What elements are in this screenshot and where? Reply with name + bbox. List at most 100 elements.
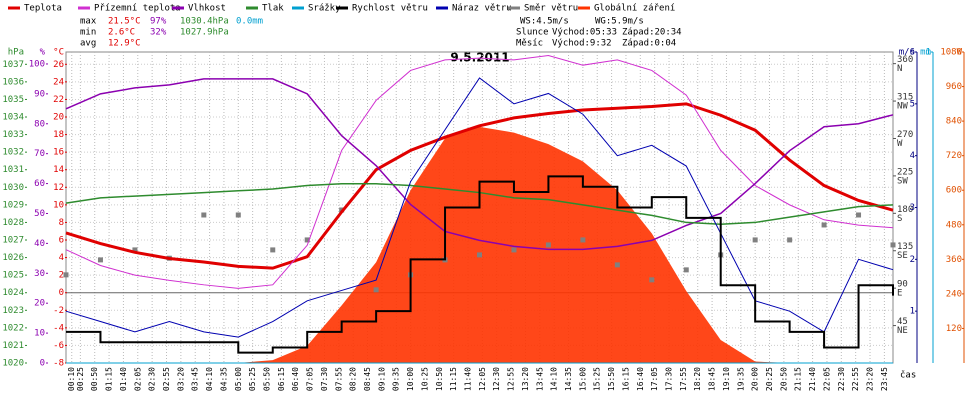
y-tick-label: 20 — [53, 113, 64, 123]
y-tick-label: 1036 — [2, 77, 24, 87]
wind-direction-point — [132, 247, 138, 253]
x-tick-label: 20:00 — [751, 367, 760, 391]
x-tick-label: 21:40 — [808, 367, 817, 391]
x-tick-label: 11:15 — [449, 367, 458, 391]
y-tick-label: 480 — [946, 220, 962, 230]
y-tick-label: 10 — [53, 200, 64, 210]
legend-label: Rychlost větru — [352, 4, 428, 14]
y-tick-label: 240 — [946, 289, 962, 299]
x-tick-label: 22:55 — [851, 367, 860, 391]
wind-direction-point — [477, 252, 482, 258]
y-tick-label: NW — [897, 102, 908, 112]
wind-direction-point — [821, 222, 827, 228]
y-tick-label: 18 — [53, 130, 64, 140]
y-tick-label: 1033 — [2, 130, 24, 140]
x-tick-label: 09:35 — [392, 367, 401, 391]
y-tick-label: 180 — [897, 205, 913, 215]
axis-unit: m/s — [899, 48, 915, 58]
stat: 21.5°C — [108, 17, 141, 27]
x-tick-label: 14:35 — [564, 367, 573, 391]
y-tick-label: 1032 — [2, 148, 24, 158]
y-tick-label: 14 — [53, 165, 64, 175]
x-tick-label: 00:25 — [76, 367, 85, 391]
stat: min — [80, 28, 96, 38]
radiation-area — [66, 126, 893, 364]
info: Východ:05:33 — [552, 28, 617, 38]
y-tick-label: 50 — [34, 209, 45, 219]
x-tick-label: 01:40 — [119, 367, 128, 391]
stat: 2.6°C — [108, 28, 135, 38]
y-tick-label: 1024 — [2, 288, 24, 298]
y-tick-label: -2 — [53, 306, 64, 316]
axis-unit: W — [957, 48, 963, 58]
y-tick-label: 1020 — [2, 359, 24, 369]
stat: 32% — [150, 28, 167, 38]
y-tick-label: SW — [897, 176, 908, 186]
y-tick-label: 225 — [897, 167, 913, 177]
info: Měsíc — [516, 39, 543, 49]
legend-label: Globální záření — [594, 4, 675, 14]
legend-label: Tlak — [262, 4, 284, 14]
y-tick-label: 90 — [34, 89, 45, 99]
axis-unit: °C — [53, 48, 64, 58]
wind-direction-point — [649, 277, 655, 283]
x-tick-label: 09:10 — [377, 367, 386, 391]
x-tick-label: 12:05 — [478, 367, 487, 391]
x-tick-label: 14:10 — [550, 367, 559, 391]
x-tick-label: 13:45 — [535, 367, 544, 391]
x-tick-label: 17:05 — [650, 367, 659, 391]
y-tick-label: 10 — [34, 329, 45, 339]
y-tick-label: -8 — [53, 359, 64, 369]
y-tick-label: W — [897, 139, 903, 149]
y-tick-label: 120 — [946, 324, 962, 334]
y-tick-label: 6 — [910, 48, 915, 58]
wind-direction-point — [373, 287, 379, 293]
wind-direction-point — [545, 242, 551, 248]
wind-direction-point — [890, 242, 896, 248]
y-tick-label: 600 — [946, 186, 962, 196]
y-tick-label: 4 — [910, 151, 915, 161]
x-tick-label: 15:00 — [578, 367, 587, 391]
y-tick-label: 1080 — [940, 48, 962, 58]
y-tick-label: 2 — [910, 255, 915, 265]
x-tick-label: 20:50 — [779, 367, 788, 391]
y-tick-label: 315 — [897, 93, 913, 103]
stat: 0.0mm — [236, 17, 263, 27]
stat: avg — [80, 39, 96, 49]
y-tick-label: 135 — [897, 242, 913, 252]
x-tick-label: 16:15 — [621, 367, 630, 391]
x-tick-label: 15:50 — [607, 367, 616, 391]
axis-unit: % — [40, 48, 46, 58]
y-tick-label: 70 — [34, 149, 45, 159]
y-tick-label: 1026 — [2, 253, 24, 263]
wind-direction-point — [270, 247, 276, 253]
y-tick-label: 1028 — [2, 218, 24, 228]
stat: 97% — [150, 17, 167, 27]
x-tick-label: 23:45 — [880, 367, 889, 391]
y-tick-label: 5 — [910, 99, 915, 109]
x-tick-label: 17:30 — [665, 367, 674, 391]
y-tick-label: 1023 — [2, 306, 24, 316]
y-tick-label: -6 — [53, 341, 64, 351]
x-tick-label: 06:40 — [291, 367, 300, 391]
y-tick-label: 960 — [946, 82, 962, 92]
x-tick-label: 04:10 — [205, 367, 214, 391]
legend-label: Náraz větru — [452, 4, 512, 14]
y-tick-label: 30 — [34, 269, 45, 279]
x-tick-label: 07:30 — [320, 367, 329, 391]
wind-direction-point — [511, 247, 517, 253]
y-tick-label: 1029 — [2, 200, 24, 210]
x-tick-label: 08:45 — [363, 367, 372, 391]
x-tick-label: 05:50 — [263, 367, 272, 391]
y-tick-label: 1022 — [2, 323, 24, 333]
y-tick-label: 1027 — [2, 236, 24, 246]
stat: max — [80, 17, 97, 27]
x-tick-label: 13:20 — [521, 367, 530, 391]
x-tick-label: 10:00 — [406, 367, 415, 391]
y-tick-label: 26 — [53, 60, 64, 70]
stat: 1030.4hPa — [180, 17, 229, 27]
x-tick-label: 02:55 — [162, 367, 171, 391]
y-tick-label: -4 — [53, 323, 64, 333]
